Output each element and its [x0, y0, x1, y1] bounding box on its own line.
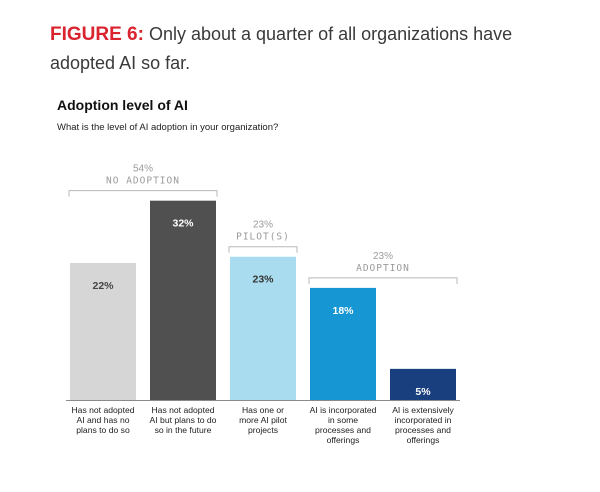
figure-caption: Only about a quarter of all organization…	[50, 24, 513, 73]
bar-value-label: 18%	[332, 305, 354, 317]
figure-label: FIGURE 6:	[50, 24, 144, 45]
group-percent: 23%	[373, 251, 393, 262]
bar-value-label: 32%	[172, 218, 194, 230]
chart-title: Adoption level of AI	[57, 97, 188, 113]
bar-4	[310, 287, 376, 400]
category-label: Has not adopted AI and has no plans to do …	[71, 405, 134, 435]
bar-1	[70, 262, 136, 400]
group-name: PILOT(S)	[236, 232, 290, 243]
group-bracket	[308, 277, 458, 284]
bar-value-label: 23%	[252, 274, 274, 286]
figure-header: FIGURE 6: Only about a quarter of all or…	[50, 20, 570, 77]
category-label: Has one or more AI pilot projects	[239, 405, 287, 435]
group-name: NO ADOPTION	[106, 176, 180, 187]
chart-subtitle: What is the level of AI adoption in your…	[57, 122, 279, 133]
group-bracket	[68, 190, 218, 197]
group-name: ADOPTION	[356, 263, 410, 274]
bars: 22% 32% 23% 18% 5%	[70, 200, 456, 400]
category-label: Has not adopted AI but plans to do so in t…	[150, 405, 217, 435]
bar-3	[230, 256, 296, 400]
group-percent: 54%	[133, 164, 153, 175]
bar-2	[150, 200, 216, 400]
group-bracket	[228, 246, 298, 253]
bar-5	[390, 368, 456, 400]
category-labels: Has not adopted AI and has no plans to do …	[71, 405, 454, 445]
group-percent: 23%	[253, 220, 273, 231]
bar-value-label: 5%	[415, 386, 431, 398]
bar-value-label: 22%	[92, 280, 114, 292]
category-label: AI is extensively incorporated in processe…	[392, 405, 454, 445]
category-label: AI is incorporated in some processes and of…	[310, 405, 377, 445]
